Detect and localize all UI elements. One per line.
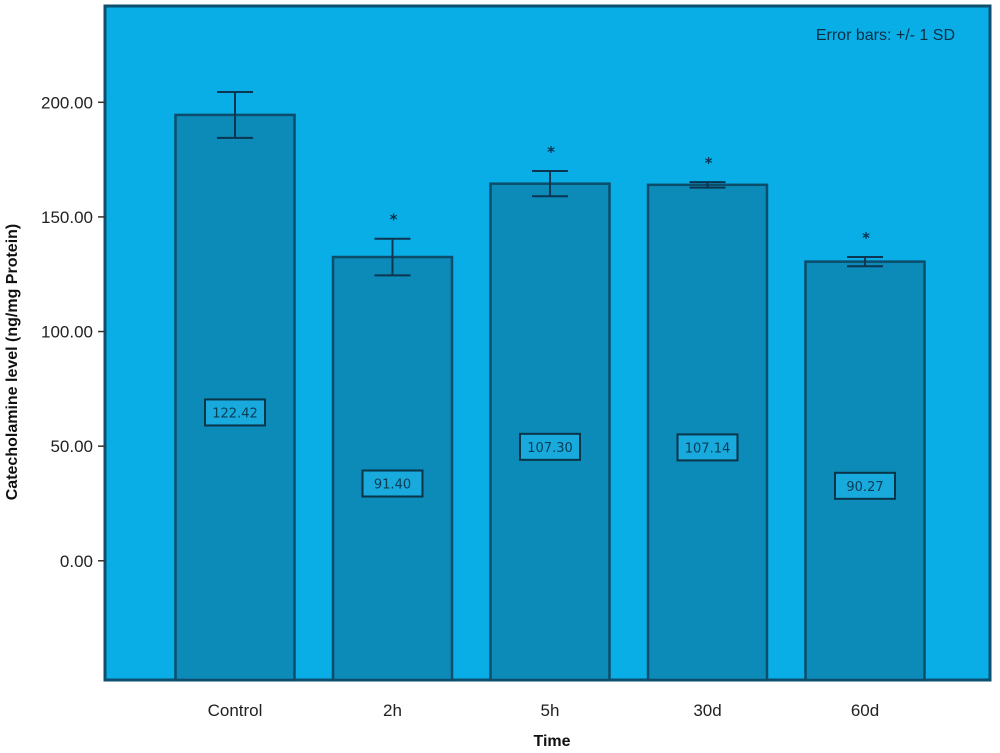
y-tick-label: 100.00 (41, 323, 93, 342)
bars-layer: * * * * (174, 90, 926, 682)
significance-mark: * (390, 211, 398, 229)
data-label: 107.14 (685, 441, 731, 456)
data-label: 107.30 (527, 441, 573, 456)
significance-mark: * (705, 154, 713, 172)
bar (489, 182, 611, 682)
x-tick-label: 2h (383, 701, 402, 720)
data-label: 122.42 (212, 406, 258, 421)
bar (331, 255, 454, 682)
labels-layer: 122.42 91.40 107.30 107.14 90.27 (204, 398, 896, 500)
x-tick-label: 5h (541, 701, 560, 720)
y-axis-title: Catecholamine level (ng/mg Protein) (4, 224, 21, 501)
bar (804, 260, 926, 682)
x-tick-label: Control (208, 701, 263, 720)
x-tick-label: 30d (693, 701, 721, 720)
data-label-box (676, 433, 739, 462)
data-label-box (204, 398, 266, 427)
significance-mark: * (862, 229, 870, 247)
data-label-box (361, 469, 424, 498)
data-label: 90.27 (846, 480, 883, 495)
y-tick-label: 200.00 (41, 93, 93, 112)
bar (174, 113, 296, 682)
x-axis-title: Time (533, 733, 570, 750)
y-tick-label: 150.00 (41, 208, 93, 227)
x-axis: Control 2h 5h 30d 60d (208, 701, 880, 720)
y-tick-label: 0.00 (60, 552, 93, 571)
data-label: 91.40 (374, 478, 411, 493)
error-bars-note: Error bars: +/- 1 SD (816, 27, 955, 44)
x-tick-label: 60d (851, 701, 879, 720)
bar (646, 183, 769, 682)
y-axis: 0.00 50.00 100.00 150.00 200.00 (41, 93, 105, 571)
significance-mark: * (547, 143, 555, 161)
data-label-box (519, 432, 581, 461)
data-label-box (834, 471, 896, 500)
y-tick-label: 50.00 (50, 437, 93, 456)
